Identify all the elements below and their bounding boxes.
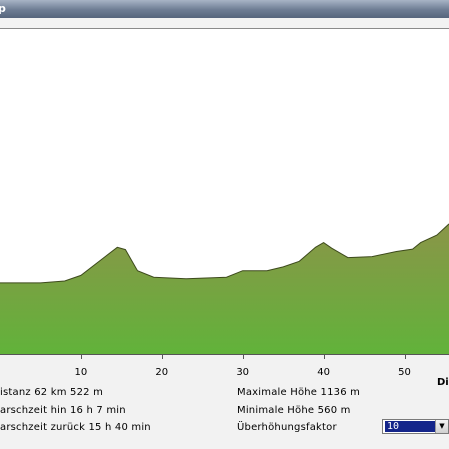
max-height-stat: Maximale Höhe 1136 m — [237, 387, 361, 398]
chevron-down-icon[interactable]: ▼ — [435, 420, 448, 433]
x-tick-label: 50 — [398, 367, 411, 378]
x-tick-mark — [404, 355, 406, 359]
distance-stat: istanz 62 km 522 m — [0, 387, 104, 398]
x-axis-label: Di — [437, 377, 449, 388]
exaggeration-label: Überhöhungsfaktor — [237, 422, 337, 433]
x-tick-label: 10 — [74, 367, 88, 378]
x-tick-mark — [242, 355, 244, 359]
walking-time-out-stat: arschzeit hin 16 h 7 min — [0, 405, 126, 416]
x-axis: 10 20 30 40 50 Di — [0, 354, 449, 388]
x-tick-mark — [80, 355, 82, 359]
x-tick-mark — [161, 355, 163, 359]
x-tick-label: 30 — [236, 367, 250, 378]
x-tick-mark — [323, 355, 325, 359]
window-title: p — [0, 2, 6, 15]
exaggeration-factor-select[interactable]: 10 ▼ — [382, 419, 449, 434]
elevation-area — [0, 223, 449, 355]
x-tick-label: 20 — [155, 367, 169, 378]
window-titlebar[interactable]: p — [0, 0, 449, 18]
elevation-chart — [0, 28, 449, 355]
route-statistics: istanz 62 km 522 m arschzeit hin 16 h 7 … — [0, 380, 449, 449]
elevation-profile-svg — [0, 223, 449, 355]
exaggeration-factor-value: 10 — [385, 421, 435, 432]
walking-time-back-stat: arschzeit zurück 15 h 40 min — [0, 422, 151, 433]
elevation-profile-line — [0, 223, 449, 284]
min-height-stat: Minimale Höhe 560 m — [237, 405, 351, 416]
x-tick-label: 40 — [317, 367, 330, 378]
